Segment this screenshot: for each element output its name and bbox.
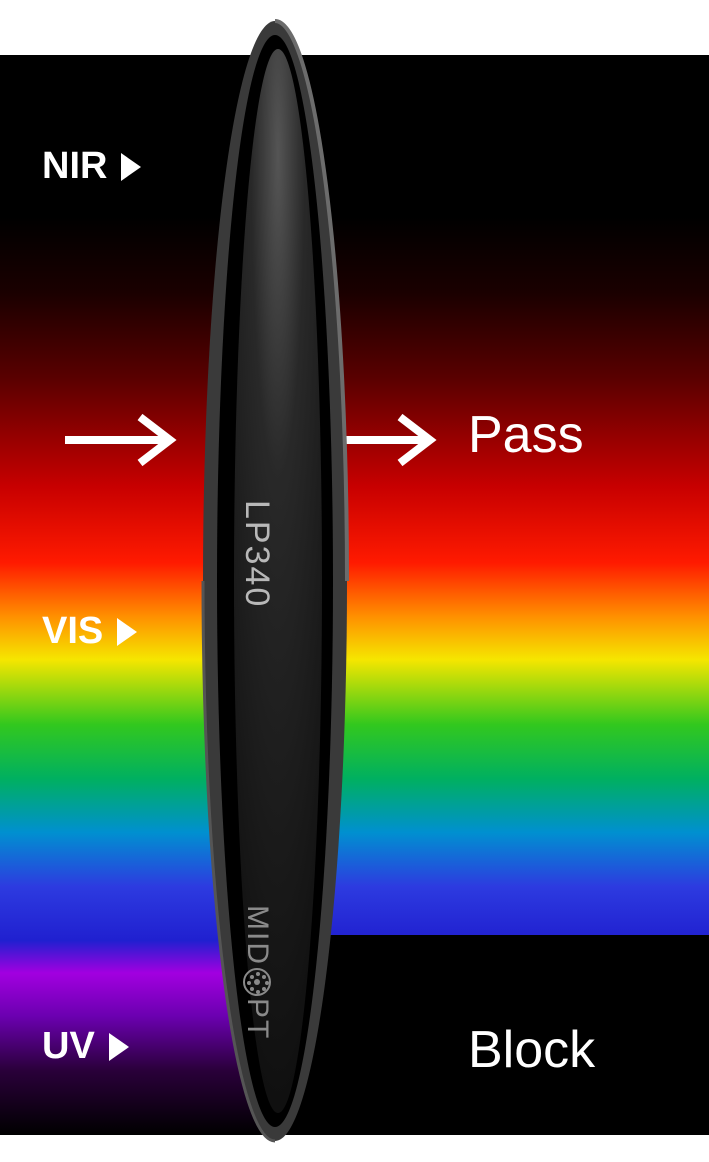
arrow-out-icon [320,405,450,475]
filter-brand-label: MID PT [240,905,274,1040]
diagram-canvas: NIR VIS UV Pass Block [0,55,709,1135]
spectrum-left [0,55,250,1135]
nir-label: NIR [42,145,141,188]
triangle-icon [117,618,137,646]
vis-label: VIS [42,610,137,653]
block-label: Block [468,1020,595,1080]
triangle-icon [121,153,141,181]
brand-pre: MID [240,905,274,966]
triangle-icon [109,1033,129,1061]
pass-label: Pass [468,405,584,465]
arrow-in-icon [60,405,190,475]
brand-o-icon [243,968,271,996]
block-text: Block [468,1020,595,1080]
nir-text: NIR [42,145,107,188]
uv-label: UV [42,1025,129,1068]
vis-text: VIS [42,610,103,653]
pass-text: Pass [468,405,584,465]
filter-model-label: LP340 [237,500,276,608]
brand-post: PT [240,998,274,1040]
uv-text: UV [42,1025,95,1068]
